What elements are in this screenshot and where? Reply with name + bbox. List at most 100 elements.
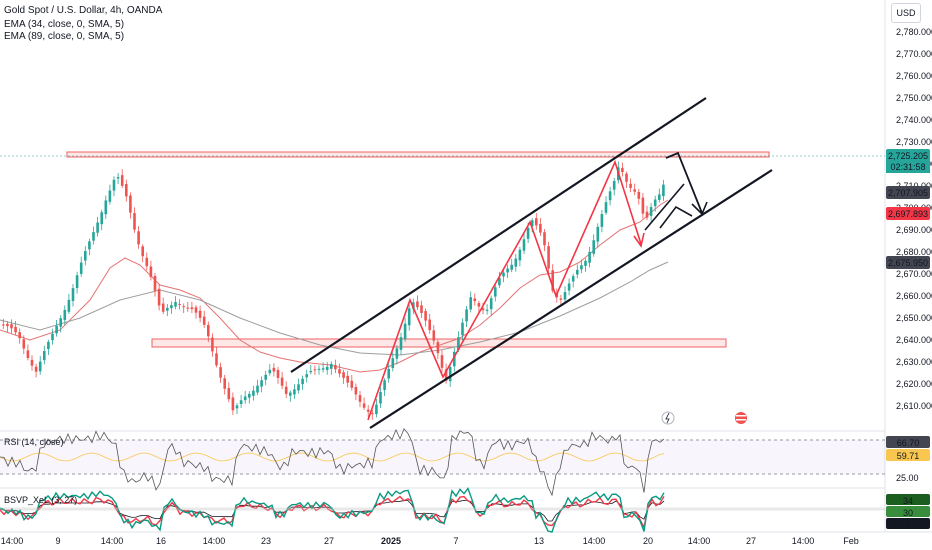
candle-body xyxy=(264,374,267,380)
candle-body xyxy=(436,342,440,354)
projection-arrow-head xyxy=(691,201,708,216)
candle-body xyxy=(215,353,218,366)
candle-body xyxy=(424,311,427,321)
currency-selector[interactable]: USD xyxy=(891,3,921,23)
candle-body xyxy=(301,378,304,385)
candle-body xyxy=(592,240,595,254)
time-tick-label: 14:00 xyxy=(1,536,24,546)
candle-body xyxy=(547,246,550,269)
candle-body xyxy=(645,211,649,218)
candle-body xyxy=(485,309,489,311)
candle-body xyxy=(477,303,481,307)
candle-body xyxy=(559,298,563,300)
time-tick-label: 7 xyxy=(453,536,458,546)
candle-body xyxy=(350,380,354,388)
us-flag-icon xyxy=(735,412,747,424)
bsvp-label[interactable]: BSVP_XeL (3, 27) xyxy=(4,495,78,505)
candle-body xyxy=(346,375,349,383)
candle-body xyxy=(539,223,542,233)
red-arrow-head xyxy=(633,232,645,248)
candle-body xyxy=(551,270,554,291)
candle-body xyxy=(432,330,436,341)
candle-body xyxy=(211,337,214,352)
candle-body xyxy=(502,272,505,277)
bsvp-badge-3-bg xyxy=(886,518,930,529)
candle-body xyxy=(305,374,308,378)
candle-body xyxy=(588,251,591,263)
candle-body xyxy=(629,183,632,188)
ema-slow-line xyxy=(0,261,669,356)
candle-body xyxy=(391,358,395,369)
candle-body xyxy=(576,269,579,275)
ema-89-label[interactable]: EMA (89, close, 0, SMA, 5) xyxy=(4,31,125,42)
candle-body xyxy=(170,305,173,309)
candle-body xyxy=(321,368,325,370)
ema-34-label[interactable]: EMA (34, close, 0, SMA, 5) xyxy=(4,19,125,30)
candle-body xyxy=(494,287,497,297)
channel-lower-line xyxy=(369,169,773,429)
candle-body xyxy=(55,325,58,334)
candle-body xyxy=(10,324,13,329)
candle-body xyxy=(375,404,378,415)
price-tick-label: 2,640.000 xyxy=(896,335,932,345)
us-flag-stripe xyxy=(736,415,746,417)
ema-fast-badge-bg xyxy=(886,186,930,199)
candle-body xyxy=(387,368,390,379)
time-tick-label: 27 xyxy=(324,536,334,546)
ema-fast-badge: 2,707.905 xyxy=(888,188,928,198)
rsi-badge-1-bg xyxy=(886,436,930,448)
rsi-signal-line xyxy=(0,452,665,462)
projection-path xyxy=(665,151,703,214)
candle-body xyxy=(457,337,460,351)
channel-upper-line xyxy=(290,97,707,373)
candle-body xyxy=(649,207,653,216)
candle-body xyxy=(235,405,239,409)
candle-body xyxy=(612,181,616,190)
candle-body xyxy=(395,348,399,359)
bsvp-badge-2: 30 xyxy=(903,508,913,518)
rsi-label[interactable]: RSI (14, close) xyxy=(4,437,64,447)
last-price-badge: 2,725.205 xyxy=(888,151,928,161)
ema-fast-line xyxy=(0,199,669,373)
time-tick-label: 27 xyxy=(746,536,756,546)
candle-body xyxy=(22,339,26,349)
candle-body xyxy=(116,177,120,179)
candle-body xyxy=(75,275,79,289)
candle-body xyxy=(84,251,87,261)
candle-body xyxy=(92,232,95,241)
candle-body xyxy=(43,351,46,361)
rsi-line xyxy=(0,428,665,497)
price-tick-label: 2,620.000 xyxy=(896,379,932,389)
candle-body xyxy=(137,231,140,245)
candles xyxy=(2,161,665,420)
candle-body xyxy=(30,359,34,366)
candle-body xyxy=(530,220,534,227)
price-tick-label: 2,770.000 xyxy=(896,49,932,59)
candle-body xyxy=(325,366,329,370)
bsvp-badge-2-bg xyxy=(886,506,930,517)
candle-body xyxy=(440,355,444,368)
candle-body xyxy=(428,319,431,331)
candle-body xyxy=(100,212,103,225)
candle-body xyxy=(227,388,231,400)
candle-body xyxy=(653,199,657,207)
candle-body xyxy=(362,403,366,408)
candle-body xyxy=(166,307,169,311)
candle-body xyxy=(108,190,112,202)
candle-body xyxy=(420,305,423,313)
countdown-badge: 02:31:58 xyxy=(890,162,925,172)
candle-body xyxy=(526,227,530,239)
candle-body xyxy=(6,323,9,327)
symbol-title[interactable]: Gold Spot / U.S. Dollar, 4h, OANDA xyxy=(4,5,163,16)
candle-body xyxy=(276,369,280,378)
bsvp-red-line xyxy=(0,495,665,530)
candle-body xyxy=(366,409,370,412)
candle-body xyxy=(243,396,247,401)
candle-body xyxy=(26,350,30,358)
rsi-badge-1: 66.70 xyxy=(897,438,920,448)
candle-body xyxy=(63,309,67,321)
price-tick-label: 2,780.000 xyxy=(896,27,932,37)
candle-body xyxy=(47,341,50,350)
